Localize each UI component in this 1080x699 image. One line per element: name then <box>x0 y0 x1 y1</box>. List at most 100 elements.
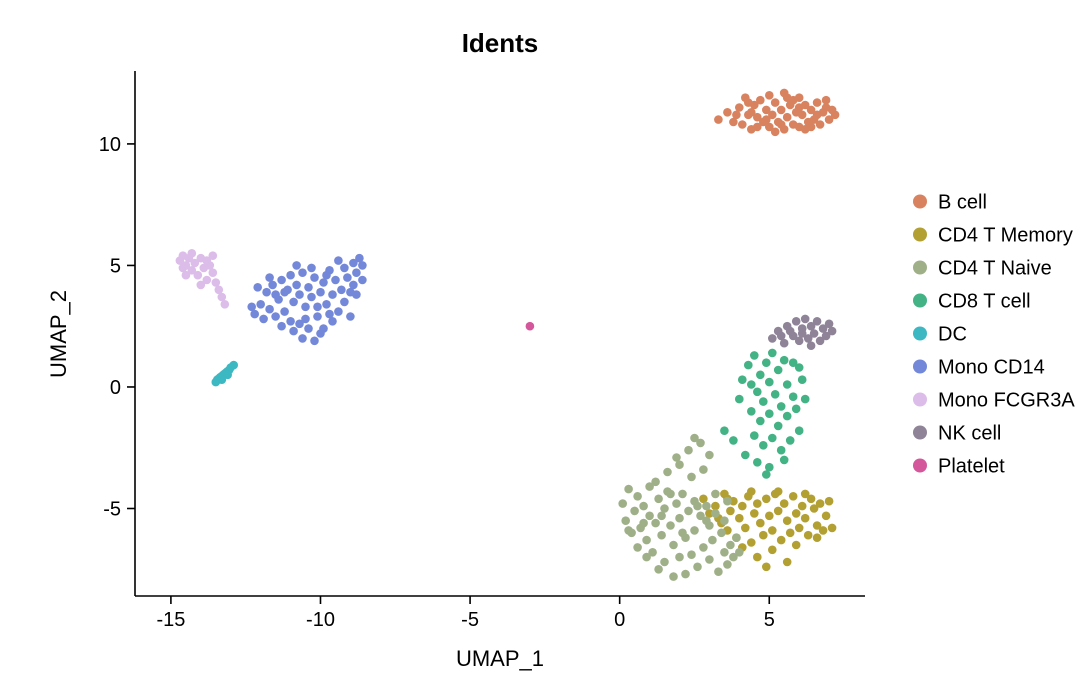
data-point <box>678 489 687 499</box>
data-point <box>782 380 792 389</box>
data-point <box>651 477 660 487</box>
data-point <box>651 518 660 528</box>
data-point <box>794 523 804 533</box>
legend-label: B cell <box>938 192 987 214</box>
data-point <box>768 348 777 358</box>
data-point <box>768 433 777 443</box>
data-point <box>714 115 723 124</box>
data-point <box>319 324 328 333</box>
data-point <box>779 499 789 508</box>
data-point <box>768 545 777 555</box>
data-point <box>340 263 349 273</box>
data-point <box>666 489 675 499</box>
data-point <box>747 380 756 389</box>
data-point <box>717 528 726 538</box>
data-point <box>708 535 717 545</box>
data-point <box>699 494 708 504</box>
data-point <box>633 543 642 552</box>
data-point <box>759 441 768 450</box>
data-point <box>785 436 795 445</box>
legend-label: Mono CD14 <box>938 357 1045 379</box>
data-point <box>809 504 819 513</box>
data-point <box>187 249 197 258</box>
data-point <box>289 297 298 307</box>
data-point <box>621 516 630 525</box>
data-point <box>349 280 358 290</box>
legend-swatch <box>913 425 927 440</box>
data-point <box>220 300 230 309</box>
data-point <box>304 324 313 333</box>
data-point <box>340 297 349 307</box>
data-point <box>776 445 786 455</box>
y-tick-label: 0 <box>110 377 121 399</box>
data-point <box>779 455 789 465</box>
data-point <box>295 319 304 329</box>
data-point <box>720 426 729 436</box>
series-platelet <box>525 321 535 331</box>
x-tick-label: -10 <box>306 609 335 631</box>
data-point <box>684 506 693 516</box>
chart-title: Idents <box>462 28 539 58</box>
data-point <box>690 526 699 535</box>
data-point <box>735 103 744 112</box>
data-point <box>747 538 756 547</box>
data-point <box>525 321 535 331</box>
x-tick-label: 5 <box>764 609 775 631</box>
legend-item: NK cell <box>913 423 1001 445</box>
data-point <box>800 513 810 523</box>
data-point <box>328 290 337 299</box>
data-point <box>762 115 771 124</box>
data-point <box>699 543 708 552</box>
legend-swatch <box>913 293 927 308</box>
data-point <box>295 290 304 299</box>
data-point <box>663 467 672 477</box>
data-point <box>756 518 765 528</box>
data-point <box>253 283 262 292</box>
data-point <box>726 506 735 516</box>
legend-label: CD4 T Memory <box>938 225 1073 247</box>
data-point <box>675 460 684 470</box>
data-point <box>280 307 289 316</box>
data-point <box>690 433 699 443</box>
data-point <box>642 552 651 562</box>
data-point <box>756 416 765 426</box>
series-mono-cd14 <box>247 253 367 346</box>
legend-label: CD4 T Naive <box>938 258 1052 280</box>
data-point <box>313 302 322 312</box>
data-point <box>762 105 771 115</box>
data-point <box>747 487 756 496</box>
data-point <box>645 482 654 491</box>
data-point <box>316 287 325 297</box>
data-point <box>705 555 714 564</box>
data-point <box>776 402 786 411</box>
data-point <box>785 528 795 538</box>
data-point <box>310 336 319 346</box>
data-point <box>355 253 364 263</box>
legend-item: DC <box>913 324 967 346</box>
data-point <box>178 263 188 273</box>
data-point <box>800 394 810 404</box>
legend-item: CD4 T Memory <box>913 225 1073 247</box>
data-point <box>322 270 331 280</box>
data-point <box>711 489 720 499</box>
data-point <box>723 496 732 506</box>
data-point <box>753 499 762 508</box>
data-point <box>193 270 203 280</box>
data-point <box>741 450 750 460</box>
x-axis-label: UMAP_1 <box>456 646 544 671</box>
data-point <box>307 263 316 273</box>
legend-item: Platelet <box>913 456 1005 478</box>
data-point <box>791 509 801 518</box>
data-point <box>765 91 774 100</box>
x-tick-label: -5 <box>461 609 479 631</box>
data-point <box>765 122 774 132</box>
data-point <box>696 438 705 448</box>
data-point <box>268 280 277 290</box>
data-point <box>815 120 825 129</box>
data-point <box>770 98 780 107</box>
data-point <box>247 302 256 312</box>
data-point <box>328 317 337 326</box>
data-point <box>714 567 723 576</box>
data-point <box>265 273 274 282</box>
data-point <box>349 258 358 268</box>
